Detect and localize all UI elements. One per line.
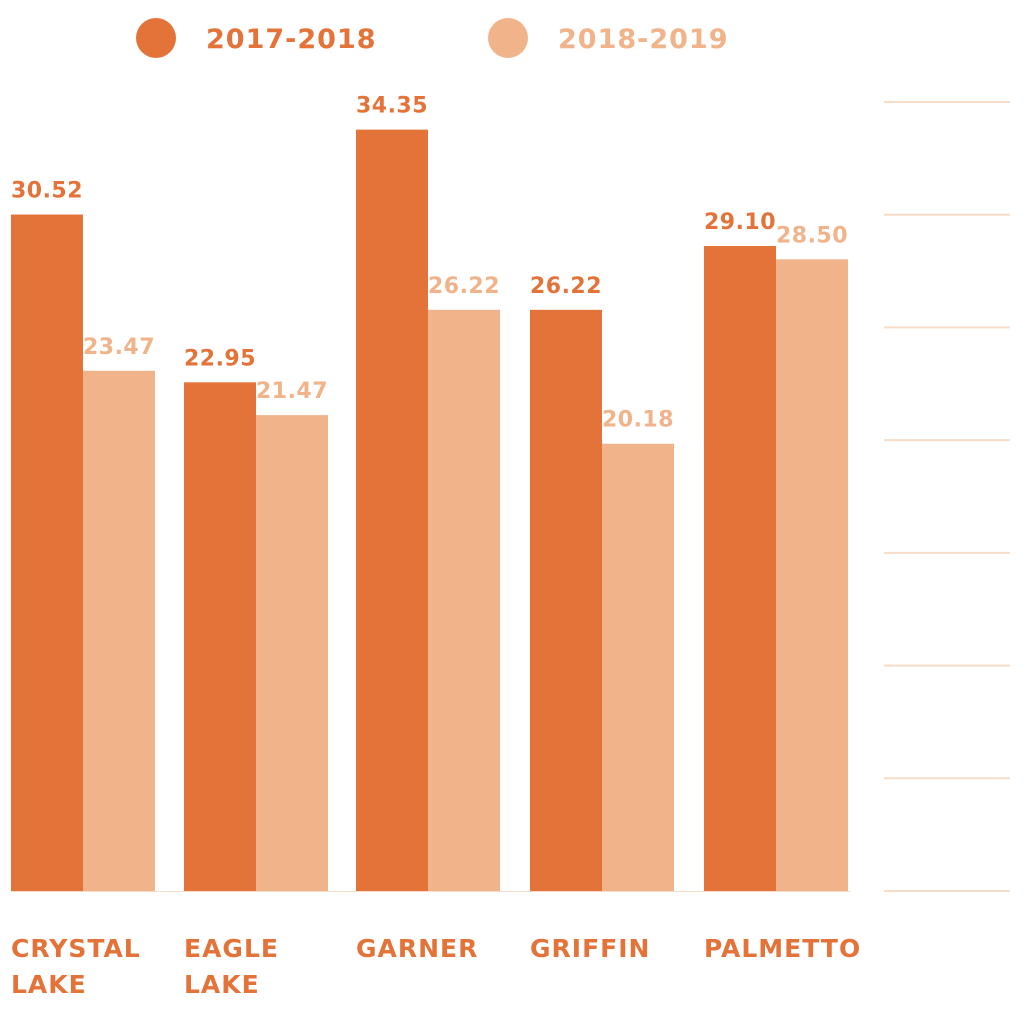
bar	[256, 415, 328, 891]
bar	[184, 382, 256, 891]
category-label: EAGLE LAKE	[184, 934, 279, 999]
category-label: PALMETTO	[704, 934, 861, 963]
category-label: CRYSTAL LAKE	[11, 934, 141, 999]
data-label: 23.47	[83, 335, 155, 360]
bar	[11, 214, 83, 892]
legend-swatch	[488, 18, 528, 58]
data-label: 21.47	[256, 379, 328, 404]
bar	[776, 259, 848, 891]
category-label: GARNER	[356, 934, 478, 963]
bars	[11, 129, 848, 892]
bar	[356, 129, 428, 891]
data-label: 28.50	[776, 223, 848, 248]
data-label: 34.35	[356, 94, 428, 119]
legend-label: 2017-2018	[206, 24, 377, 55]
legend: 2017-2018 2018-2019	[136, 18, 729, 58]
data-label: 20.18	[602, 408, 674, 433]
data-label: 30.52	[11, 179, 83, 204]
legend-label: 2018-2019	[558, 24, 729, 55]
bar	[530, 309, 602, 891]
bar	[602, 443, 674, 891]
data-label: 22.95	[184, 346, 256, 371]
bar	[704, 245, 776, 891]
data-label: 26.22	[530, 274, 602, 299]
bar	[83, 370, 155, 891]
category-labels: CRYSTAL LAKE EAGLE LAKE GARNER GRIFFIN PALMETT…	[11, 934, 861, 999]
gridlines	[11, 101, 1010, 892]
category-label: GRIFFIN	[530, 934, 650, 963]
legend-swatch	[136, 18, 176, 58]
data-label: 26.22	[428, 274, 500, 299]
data-label: 29.10	[704, 210, 776, 235]
bar	[428, 309, 500, 891]
